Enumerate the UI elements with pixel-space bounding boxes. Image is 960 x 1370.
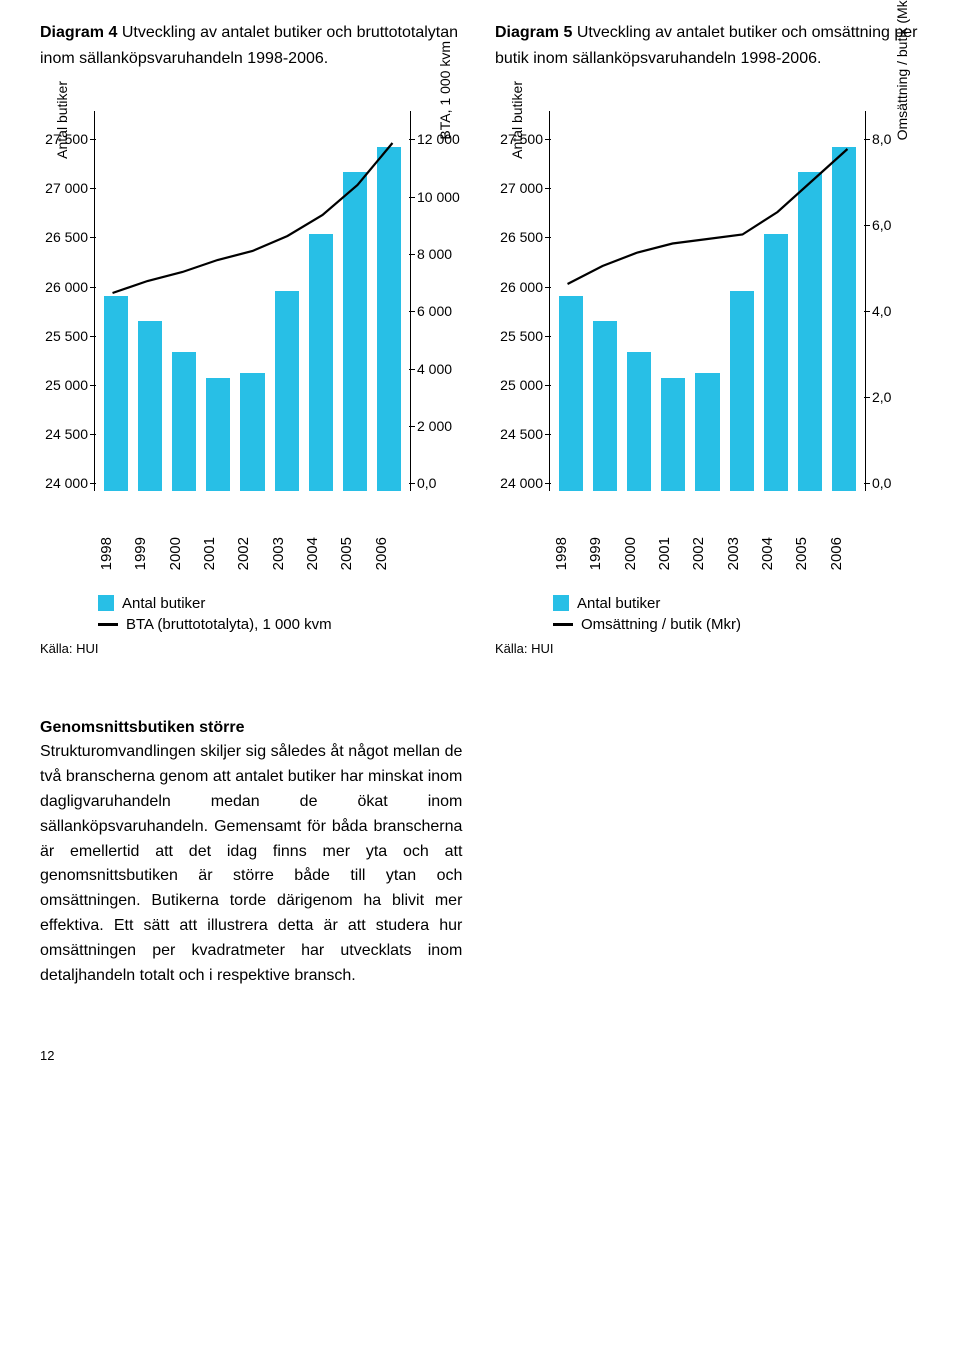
- yaxis-left: 27 500 27 000 26 500 26 000 25 500 25 000 24 5…: [40, 131, 94, 491]
- y-left-tick: 27 500: [45, 131, 88, 147]
- plot-left: [94, 111, 411, 491]
- y-right-tick: 12 000: [417, 131, 460, 147]
- trend-line: [568, 149, 848, 284]
- y-right-tick: 10 000: [417, 189, 460, 205]
- title-left-bold: Diagram 4: [40, 24, 117, 41]
- chart-right: Antal butiker Omsättning / butik (Mkr) 2…: [495, 111, 920, 655]
- legend-left: Antal butiker BTA (bruttototalyta), 1 00…: [98, 595, 465, 633]
- y-left-tick: 24 000: [500, 475, 543, 491]
- y-left-tick: 25 500: [45, 328, 88, 344]
- y-left-tick: 25 000: [45, 377, 88, 393]
- body-text: Genomsnittsbutiken större Strukturomvand…: [40, 716, 462, 989]
- x-tick: 2005: [338, 537, 372, 574]
- y-right-tick: 4,0: [872, 303, 891, 319]
- x-tick: 2002: [690, 537, 724, 574]
- x-tick: 2004: [304, 537, 338, 574]
- body-paragraph: Strukturomvandlingen skiljer sig således…: [40, 743, 462, 983]
- title-left: Diagram 4 Utveckling av antalet butiker …: [40, 20, 465, 71]
- title-right-bold: Diagram 5: [495, 24, 572, 41]
- x-tick: 2004: [759, 537, 793, 574]
- plot-right: [549, 111, 866, 491]
- source-right: Källa: HUI: [495, 641, 920, 656]
- x-tick: 1998: [98, 537, 132, 574]
- y-left-tick: 27 000: [45, 180, 88, 196]
- x-tick: 1999: [587, 537, 621, 574]
- y-right-tick: 8 000: [417, 246, 452, 262]
- legend-right: Antal butiker Omsättning / butik (Mkr): [553, 595, 920, 633]
- y-right-tick: 8,0: [872, 131, 891, 147]
- y-left-tick: 25 500: [500, 328, 543, 344]
- x-tick: 2006: [828, 537, 862, 574]
- legend1-right: Antal butiker: [577, 595, 660, 612]
- x-tick: 1999: [132, 537, 166, 574]
- x-tick: 2005: [793, 537, 827, 574]
- y-left-tick: 24 000: [45, 475, 88, 491]
- y-right-tick: 2 000: [417, 418, 452, 434]
- x-tick: 2003: [725, 537, 759, 574]
- y-right-tick: 2,0: [872, 389, 891, 405]
- y-left-tick: 27 000: [500, 180, 543, 196]
- x-tick: 1998: [553, 537, 587, 574]
- titles-row: Diagram 4 Utveckling av antalet butiker …: [40, 20, 920, 71]
- title-right: Diagram 5 Utveckling av antalet butiker …: [495, 20, 920, 71]
- yaxis-right-r: 8,0 6,0 4,0 2,0 0,0: [866, 131, 920, 491]
- legend-line-icon: [553, 623, 573, 626]
- trend-line: [113, 143, 393, 293]
- x-tick: 2001: [656, 537, 690, 574]
- y-left-tick: 26 000: [500, 279, 543, 295]
- x-tick: 2006: [373, 537, 407, 574]
- y-right-tick: 0,0: [872, 475, 891, 491]
- yaxis-right: 12 000 10 000 8 000 6 000 4 000 2 000 0,0: [411, 131, 465, 491]
- legend-line-icon: [98, 623, 118, 626]
- chart-left: Antal butiker BTA, 1 000 kvm 27 50027 00…: [40, 111, 465, 655]
- legend2-left: BTA (bruttototalyta), 1 000 kvm: [126, 616, 332, 633]
- page-number: 12: [40, 1048, 920, 1063]
- body-heading: Genomsnittsbutiken större: [40, 719, 244, 736]
- charts-row: Antal butiker BTA, 1 000 kvm 27 50027 00…: [40, 111, 920, 655]
- y-left-tick: 24 500: [45, 426, 88, 442]
- y-left-tick: 24 500: [500, 426, 543, 442]
- yaxis-left-r: 27 500 27 000 26 500 26 000 25 500 25 000 24 5…: [495, 131, 549, 491]
- y-left-tick: 25 000: [500, 377, 543, 393]
- xaxis-left: 199819992000200120022003200420052006: [94, 531, 411, 574]
- x-tick: 2003: [270, 537, 304, 574]
- x-tick: 2000: [622, 537, 656, 574]
- x-tick: 2000: [167, 537, 201, 574]
- y-left-tick: 27 500: [500, 131, 543, 147]
- x-tick: 2001: [201, 537, 235, 574]
- x-tick: 2002: [235, 537, 269, 574]
- legend-square-icon: [553, 595, 569, 611]
- y-right-tick: 4 000: [417, 361, 452, 377]
- y-right-tick: 6,0: [872, 217, 891, 233]
- y-right-tick: 6 000: [417, 303, 452, 319]
- legend1-left: Antal butiker: [122, 595, 205, 612]
- y-right-tick: 0,0: [417, 475, 436, 491]
- y-left-tick: 26 500: [500, 229, 543, 245]
- legend-square-icon: [98, 595, 114, 611]
- xaxis-right: 199819992000200120022003200420052006: [549, 531, 866, 574]
- y-left-tick: 26 000: [45, 279, 88, 295]
- y-left-tick: 26 500: [45, 229, 88, 245]
- source-left: Källa: HUI: [40, 641, 465, 656]
- legend2-right: Omsättning / butik (Mkr): [581, 616, 741, 633]
